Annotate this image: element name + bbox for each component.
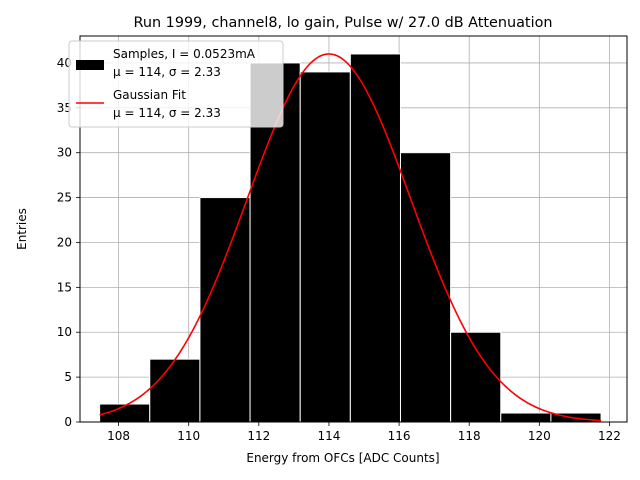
x-axis-ticks: 108 110 112 114 116 118 120 122: [107, 422, 621, 443]
y-tick-label: 15: [57, 280, 72, 294]
legend-samples-stats: μ = 114, σ = 2.33: [113, 65, 221, 79]
legend: Samples, I = 0.0523mA μ = 114, σ = 2.33 …: [68, 40, 284, 128]
y-tick-label: 30: [57, 146, 72, 160]
x-tick-label: 112: [247, 429, 270, 443]
legend-fit-stats: μ = 114, σ = 2.33: [113, 106, 221, 120]
y-axis-ticks: 0 5 10 15 20 25 30 35 40: [57, 56, 80, 429]
x-tick-label: 120: [528, 429, 551, 443]
y-tick-label: 40: [57, 56, 72, 70]
chart-title: Run 1999, channel8, lo gain, Pulse w/ 27…: [134, 15, 553, 31]
legend-fit-label: Gaussian Fit: [113, 88, 186, 102]
histogram-bar: [199, 197, 251, 423]
x-tick-label: 118: [458, 429, 481, 443]
y-tick-label: 20: [57, 235, 72, 249]
y-tick-label: 35: [57, 101, 72, 115]
y-tick-label: 0: [64, 415, 72, 429]
y-tick-label: 25: [57, 191, 72, 205]
plot-frame: [79, 35, 628, 423]
y-tick-label: 10: [57, 325, 72, 339]
histogram-bar: [500, 412, 552, 423]
x-tick-label: 116: [388, 429, 411, 443]
legend-samples-label: Samples, I = 0.0523mA: [113, 47, 256, 61]
x-tick-label: 108: [107, 429, 130, 443]
histogram-bar: [399, 152, 452, 423]
gaussian-fit-curve: [99, 53, 602, 422]
histogram-bar: [349, 53, 401, 423]
x-tick-label: 110: [177, 429, 200, 443]
histogram-bar: [450, 331, 502, 423]
x-tick-label: 114: [318, 429, 341, 443]
y-tick-label: 5: [64, 370, 72, 384]
y-axis-label: Entries: [15, 208, 29, 250]
histogram-bar: [299, 71, 351, 423]
x-tick-label: 122: [598, 429, 621, 443]
histogram-bars: [99, 53, 602, 423]
histogram-bar: [149, 358, 201, 423]
x-axis-label: Energy from OFCs [ADC Counts]: [246, 451, 439, 465]
legend-samples-patch: [76, 60, 104, 70]
legend-box: [68, 40, 284, 128]
